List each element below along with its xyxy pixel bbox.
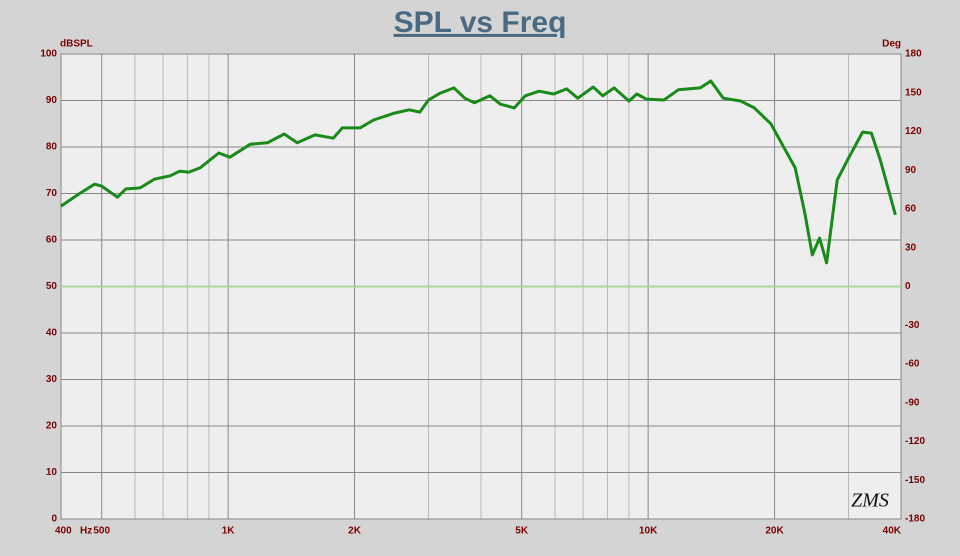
y2-tick-label: 120 <box>905 126 922 137</box>
y-tick-label: 70 <box>46 188 58 199</box>
x-tick-label: 1K <box>222 526 236 537</box>
y-tick-label: 90 <box>46 95 58 106</box>
x-unit: Hz <box>80 526 92 537</box>
x-tick-label: 400 <box>55 526 72 537</box>
y2-tick-label: -120 <box>905 436 925 447</box>
y2-tick-label: -60 <box>905 359 920 370</box>
y2-tick-label: 180 <box>905 49 922 60</box>
y-tick-label: 30 <box>46 374 58 385</box>
y-tick-label: 40 <box>46 328 58 339</box>
y2-axis-label: Deg <box>882 39 901 50</box>
y2-tick-label: -180 <box>905 514 925 525</box>
x-tick-label: 2K <box>348 526 362 537</box>
y-tick-label: 10 <box>46 467 58 478</box>
y-tick-label: 20 <box>46 421 58 432</box>
x-tick-label: 40K <box>883 526 902 537</box>
y2-tick-label: 90 <box>905 165 917 176</box>
x-tick-label: 10K <box>639 526 658 537</box>
y-tick-label: 0 <box>51 514 57 525</box>
y2-tick-label: 150 <box>905 87 922 98</box>
y-tick-label: 60 <box>46 235 58 246</box>
y2-tick-label: -30 <box>905 320 920 331</box>
spl-line <box>60 79 897 265</box>
y2-tick-label: 60 <box>905 204 917 215</box>
x-tick-label: 500 <box>93 526 110 537</box>
y2-tick-label: -150 <box>905 475 925 486</box>
y2-tick-label: 0 <box>905 281 911 292</box>
y-axis-label: dBSPL <box>60 39 93 50</box>
y-tick-label: 50 <box>46 281 58 292</box>
y-tick-label: 100 <box>40 49 57 60</box>
watermark: ZMS <box>851 490 889 512</box>
y2-tick-label: 30 <box>905 242 917 253</box>
y2-tick-label: -90 <box>905 397 920 408</box>
x-tick-label: 20K <box>765 526 784 537</box>
x-tick-label: 5K <box>515 526 529 537</box>
chart-title: SPL vs Freq <box>394 6 567 39</box>
y-tick-label: 80 <box>46 142 58 153</box>
